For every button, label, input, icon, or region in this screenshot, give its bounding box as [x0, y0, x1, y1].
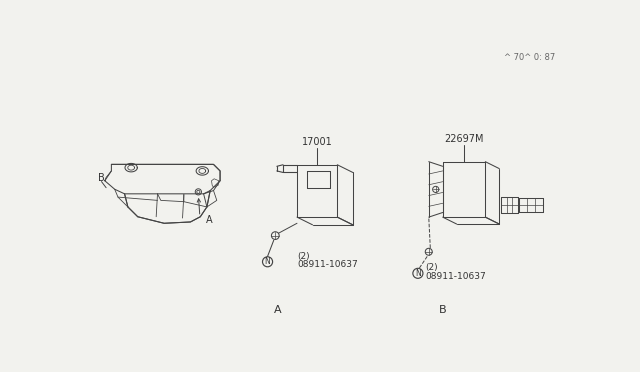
Text: B: B — [439, 305, 447, 314]
Text: 17001: 17001 — [302, 137, 333, 147]
Text: (2): (2) — [297, 252, 310, 261]
Text: A: A — [274, 305, 282, 314]
Text: ^ 70^ 0: 87: ^ 70^ 0: 87 — [504, 53, 555, 62]
Text: 22697M: 22697M — [444, 134, 483, 144]
Text: A: A — [206, 215, 212, 225]
Text: 08911-10637: 08911-10637 — [426, 272, 486, 281]
Text: 08911-10637: 08911-10637 — [297, 260, 358, 269]
Text: N: N — [265, 257, 271, 266]
Text: B: B — [98, 173, 105, 183]
Text: (2): (2) — [426, 263, 438, 272]
Text: N: N — [415, 269, 420, 278]
